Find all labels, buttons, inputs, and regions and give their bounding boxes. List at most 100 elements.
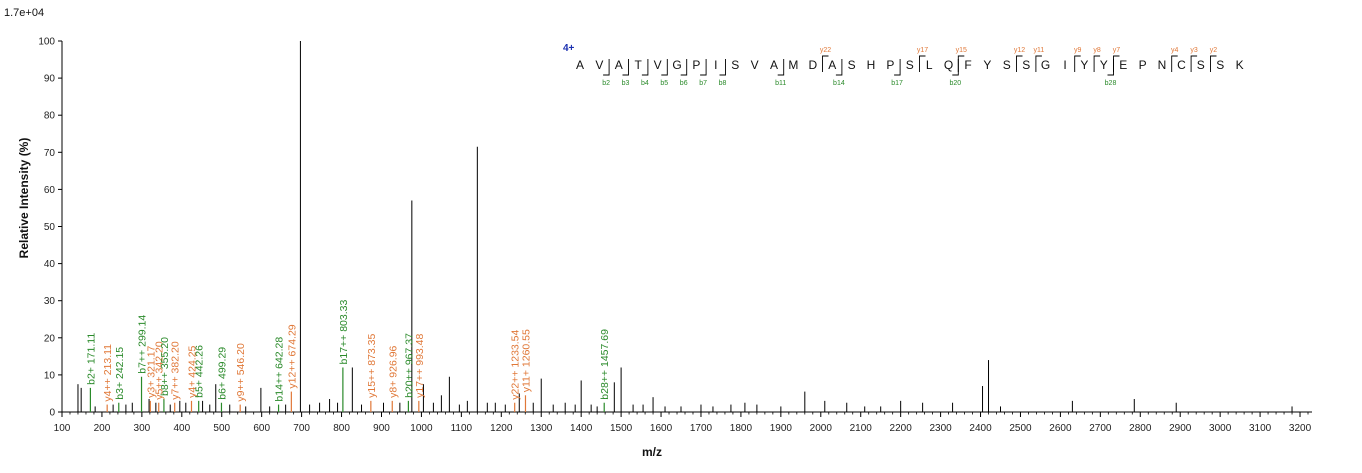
sequence-residue: I (714, 58, 717, 72)
y-tick-label: 100 (38, 37, 55, 48)
b-ion-label: b28 (1105, 80, 1117, 87)
sequence-residue: N (1158, 58, 1167, 72)
b-ion-bracket (894, 59, 901, 76)
y-tick-label: 0 (49, 408, 55, 419)
y-tick-label: 80 (44, 111, 56, 122)
sequence-residue: A (770, 58, 778, 72)
sequence-residue: D (808, 58, 817, 72)
b-ion-label: b17 (891, 80, 903, 87)
peak-label: b2+ 171.11 (85, 333, 97, 385)
x-tick-label: 1700 (690, 423, 713, 434)
sequence-residue: V (751, 58, 759, 72)
peak-label: b5+ 442.26 (194, 345, 206, 398)
y-tick-label: 60 (44, 185, 56, 196)
y-ion-label: y4 (1171, 47, 1179, 54)
y-ion-bracket (1113, 55, 1120, 72)
y-ion-bracket (1074, 55, 1081, 72)
x-tick-label: 1500 (610, 423, 633, 434)
x-tick-label: 1600 (650, 423, 673, 434)
b-ion-label: b11 (775, 80, 786, 87)
sequence-residue: S (1197, 58, 1205, 72)
sequence-residue: A (828, 58, 836, 72)
b-ion-label: b8 (719, 80, 727, 87)
sequence-residue: Y (1080, 58, 1088, 72)
peak-label: y15++ 873.35 (366, 333, 378, 397)
x-tick-label: 100 (54, 423, 71, 434)
sequence-residue: Y (1100, 58, 1108, 72)
b-ion-bracket (641, 59, 649, 76)
b-ion-bracket (603, 59, 610, 76)
b-ion-bracket (777, 59, 785, 76)
x-tick-label: 2700 (1089, 423, 1112, 434)
x-tick-label: 900 (373, 423, 390, 434)
y-ion-bracket (1093, 55, 1101, 72)
peak-label: y5++ 342.20 (154, 341, 166, 400)
sequence-residue: C (1177, 58, 1186, 72)
x-tick-label: 2900 (1169, 423, 1192, 434)
b-ion-label: b7 (699, 80, 707, 87)
sequence-residue: Q (944, 58, 953, 72)
sequence-residue: S (1003, 58, 1011, 72)
sequence-residue: S (731, 58, 739, 72)
peak-label: y9++ 546.20 (235, 343, 247, 402)
x-tick-label: 1000 (410, 423, 433, 434)
b-ion-label: b20 (949, 80, 961, 87)
y-ion-label: y2 (1210, 47, 1218, 54)
peak-label: y22++ 1233.54 (510, 329, 522, 399)
sequence-residue: T (635, 58, 643, 72)
x-tick-label: 200 (94, 423, 111, 434)
peak-label: y12++ 674.29 (286, 324, 298, 388)
y-ion-bracket (1171, 55, 1178, 72)
y-ion-label: y12 (1014, 47, 1025, 54)
sequence-residue: A (615, 58, 623, 72)
peak-label: y8+ 926.96 (387, 345, 399, 397)
x-tick-label: 2500 (1009, 423, 1032, 434)
peak-label-group: b2+ 171.11 y4++ 213.11 b3+ 242.15 b7++ 299.… (85, 300, 611, 402)
y-axis: 0 10 20 30 40 50 60 70 80 90 100 (38, 37, 63, 419)
x-tick-label: 3000 (1209, 423, 1232, 434)
x-tick-label: 700 (293, 423, 310, 434)
peak-label: b8++ 355.20 (159, 337, 171, 396)
y-tick-label: 90 (44, 74, 56, 85)
y-tick-label: 10 (44, 370, 56, 381)
sequence-residue: V (595, 58, 603, 72)
y-ion-label: y22 (820, 47, 831, 54)
peak-label: y7++ 382.20 (170, 341, 182, 400)
sequence-residue: S (1216, 58, 1224, 72)
x-tick-label: 2600 (1049, 423, 1072, 434)
y-ion-label: y17 (917, 47, 928, 54)
sequence-residue: E (1119, 58, 1127, 72)
b-ion-label: b14 (833, 80, 845, 87)
peak-label: y11+ 1260.55 (520, 329, 532, 392)
x-tick-label: 300 (134, 423, 151, 434)
y-ion-bracket (1035, 55, 1042, 72)
charge-state-label: 4+ (563, 43, 575, 54)
x-tick-label: 1300 (530, 423, 553, 434)
b-ion-bracket (622, 59, 629, 76)
sequence-residue: L (926, 58, 933, 72)
sequence-residue: I (1063, 58, 1066, 72)
x-tick-label: 500 (213, 423, 230, 434)
x-tick-label: 2400 (969, 423, 992, 434)
y-ion-bracket (822, 55, 829, 72)
sequence-residue: G (1041, 58, 1050, 72)
x-tick-label: 1200 (490, 423, 513, 434)
peak-label: b20++ 967.37 (403, 333, 415, 398)
b-ion-label: b3 (622, 80, 630, 87)
sequence-annotation: 4+A V A T V G P I S V A M D A S H P S L Q F Y S S G I Y Y E P N C S S Kb2 b… (563, 43, 1244, 87)
sequence-residue: P (692, 58, 700, 72)
peak-label: b6+ 499.29 (216, 347, 228, 400)
b-ion-bracket (700, 59, 707, 76)
y-ion-bracket (1190, 55, 1198, 72)
y-ion-label: y15 (956, 47, 967, 54)
sequence-residue: V (654, 58, 662, 72)
y-ion-bracket (957, 55, 965, 72)
peak-label: b17++ 803.33 (338, 300, 350, 365)
b-ion-label: b4 (641, 80, 649, 87)
y-ion-label: y8 (1093, 47, 1101, 54)
peak-label: y4+ 424.25 (186, 345, 198, 397)
sequence-residue: A (576, 58, 584, 72)
x-tick-label: 3200 (1289, 423, 1312, 434)
x-tick-label: 1900 (770, 423, 793, 434)
